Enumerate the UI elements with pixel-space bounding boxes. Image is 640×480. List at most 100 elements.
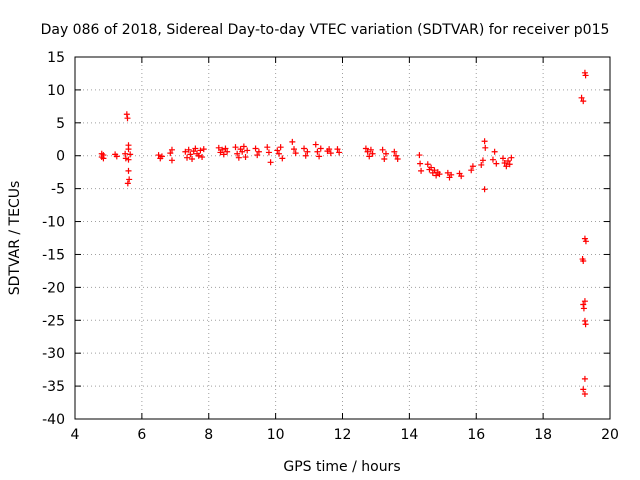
data-point [503,163,510,170]
y-axis-tick-labels: 15 10 5 0 -5 -10 -15 -20 -25 -30 -35 -40 [42,50,65,428]
data-point [424,161,431,168]
data-point [382,150,389,157]
data-point [168,157,175,164]
data-point [185,146,192,153]
chart-title: Day 086 of 2018, Sidereal Day-to-day VTE… [41,22,610,38]
data-point [391,148,398,155]
data-point [379,146,386,153]
data-point [187,151,194,158]
data-point [265,149,272,156]
data-point [125,156,132,163]
y-tick-label: -5 [51,182,65,198]
data-point [580,258,587,265]
data-point [232,144,239,151]
data-point [381,156,388,163]
data-point [125,167,132,174]
data-point [302,152,309,159]
y-tick-label: 5 [56,116,65,132]
data-point [275,150,282,157]
x-tick-label: 6 [137,427,146,443]
data-point [197,147,204,154]
data-point [580,98,587,105]
data-point [481,138,488,145]
data-point [428,164,435,171]
data-point [479,157,486,164]
data-point [436,171,443,178]
data-point [189,156,196,163]
data-point [493,160,500,167]
y-tick-label: -20 [42,280,65,296]
data-point [252,145,259,152]
data-point [264,144,271,151]
data-point [122,150,129,157]
data-point [220,151,227,158]
data-point [582,238,589,245]
y-tick-label: 0 [56,149,65,165]
x-tick-label: 4 [71,427,80,443]
data-point [301,145,308,152]
data-point [304,148,311,155]
data-point [314,148,321,155]
data-point [581,375,588,382]
data-point [291,146,298,153]
data-point [431,167,438,174]
data-point [326,146,333,153]
data-point [124,115,131,122]
data-point [581,390,588,397]
y-tick-label: -15 [42,247,65,263]
data-point [448,171,455,178]
data-point [292,150,299,157]
data-point [240,143,247,150]
x-tick-label: 14 [400,427,418,443]
data-point [224,148,231,155]
data-point [182,148,189,155]
data-point [336,149,343,156]
x-tick-label: 18 [534,427,552,443]
data-point [491,148,498,155]
data-point [580,301,587,308]
data-point [312,141,319,148]
data-point [277,144,284,151]
grid [75,57,610,419]
data-point [367,146,374,153]
y-tick-label: -35 [42,379,65,395]
data-point [244,147,251,154]
data-point [482,144,489,151]
y-tick-label: -10 [42,215,65,231]
y-tick-label: -30 [42,346,65,362]
data-point [481,186,488,193]
data-point [242,154,249,161]
data-point [255,148,262,155]
data-point [416,152,423,159]
data-point [433,172,440,179]
data-point [123,111,130,118]
x-tick-label: 16 [467,427,485,443]
data-point [444,169,451,176]
y-tick-label: 15 [47,50,65,66]
data-point [578,94,585,101]
axis-ticks [74,56,611,420]
data-point [200,146,207,153]
data-point [478,161,485,168]
data-point [167,150,174,157]
y-axis-label: SDTVAR / TECUs [7,181,23,296]
x-tick-label: 8 [204,427,213,443]
data-point [316,153,323,160]
data-point [418,167,425,174]
data-point [500,155,506,162]
data-point [327,150,334,157]
data-point [317,145,324,152]
y-tick-label: 10 [47,83,65,99]
y-tick-label: -40 [42,412,65,428]
data-point [234,150,241,157]
x-tick-label: 20 [601,427,619,443]
data-point [222,145,229,152]
data-point [580,305,587,312]
data-point [489,156,496,163]
data-point [362,145,369,152]
data-point [469,163,476,170]
data-point [184,154,191,161]
data-point [254,152,261,159]
data-point [274,147,281,154]
